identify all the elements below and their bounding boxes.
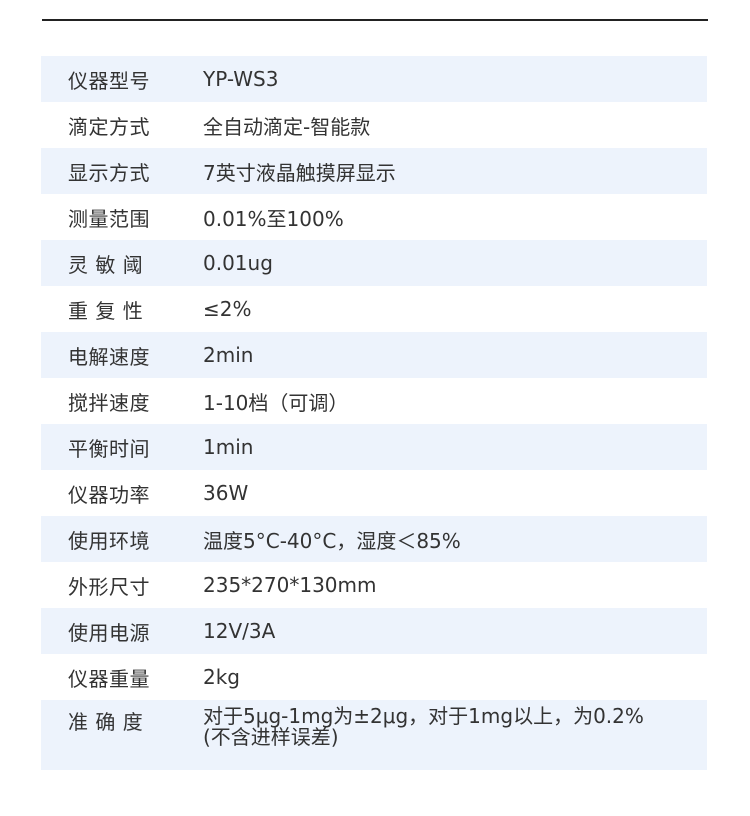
table-row: 搅拌速度 1-10档（可调） xyxy=(41,378,707,424)
spec-value: 0.01ug xyxy=(203,251,273,275)
table-row: 仪器型号 YP-WS3 xyxy=(41,56,707,102)
spec-value: 对于5μg-1mg为±2μg，对于1mg以上，为0.2%(不含进样误差) xyxy=(203,704,644,749)
spec-label: 搅拌速度 xyxy=(68,390,150,415)
spec-label: 仪器重量 xyxy=(68,666,150,691)
table-row: 灵 敏 阈 0.01ug xyxy=(41,240,707,286)
table-row: 准 确 度 对于5μg-1mg为±2μg，对于1mg以上，为0.2%(不含进样误差… xyxy=(41,700,707,770)
spec-value: YP-WS3 xyxy=(203,67,279,91)
table-row: 滴定方式 全自动滴定-智能款 xyxy=(41,102,707,148)
spec-label: 使用电源 xyxy=(68,620,150,645)
table-row: 使用环境 温度5°C-40°C，湿度＜85% xyxy=(41,516,707,562)
spec-value: 0.01%至100% xyxy=(203,206,344,231)
spec-value: 7英寸液晶触摸屏显示 xyxy=(203,160,396,185)
spec-value: 12V/3A xyxy=(203,619,276,643)
spec-label: 仪器型号 xyxy=(68,68,150,93)
spec-value: 温度5°C-40°C，湿度＜85% xyxy=(203,528,461,553)
table-row: 仪器功率 36W xyxy=(41,470,707,516)
spec-label: 仪器功率 xyxy=(68,482,150,507)
table-row: 显示方式 7英寸液晶触摸屏显示 xyxy=(41,148,707,194)
spec-label: 重 复 性 xyxy=(68,298,144,323)
table-row: 仪器重量 2kg xyxy=(41,654,707,700)
spec-value: 36W xyxy=(203,481,249,505)
table-row: 电解速度 2min xyxy=(41,332,707,378)
spec-table: 仪器型号 YP-WS3 滴定方式 全自动滴定-智能款显示方式 7英寸液晶触摸屏显示测量范… xyxy=(41,56,707,770)
spec-label: 灵 敏 阈 xyxy=(68,252,144,277)
spec-value: 2min xyxy=(203,343,254,367)
spec-label: 外形尺寸 xyxy=(68,574,150,599)
spec-label: 测量范围 xyxy=(68,206,150,231)
spec-value: ≤2% xyxy=(203,297,252,321)
spec-label: 电解速度 xyxy=(68,344,150,369)
spec-value: 1-10档（可调） xyxy=(203,390,349,415)
spec-label: 显示方式 xyxy=(68,160,150,185)
table-row: 使用电源 12V/3A xyxy=(41,608,707,654)
spec-label: 准 确 度 xyxy=(68,710,144,734)
table-row: 平衡时间 1min xyxy=(41,424,707,470)
spec-value: 2kg xyxy=(203,665,241,689)
table-row: 重 复 性 ≤2% xyxy=(41,286,707,332)
spec-label: 滴定方式 xyxy=(68,114,150,139)
spec-value: 1min xyxy=(203,435,254,459)
top-divider xyxy=(42,19,708,21)
spec-value: 235*270*130mm xyxy=(203,573,377,597)
table-row: 测量范围 0.01%至100% xyxy=(41,194,707,240)
spec-value: 全自动滴定-智能款 xyxy=(203,114,371,139)
table-row: 外形尺寸 235*270*130mm xyxy=(41,562,707,608)
spec-label: 使用环境 xyxy=(68,528,150,553)
spec-label: 平衡时间 xyxy=(68,436,150,461)
